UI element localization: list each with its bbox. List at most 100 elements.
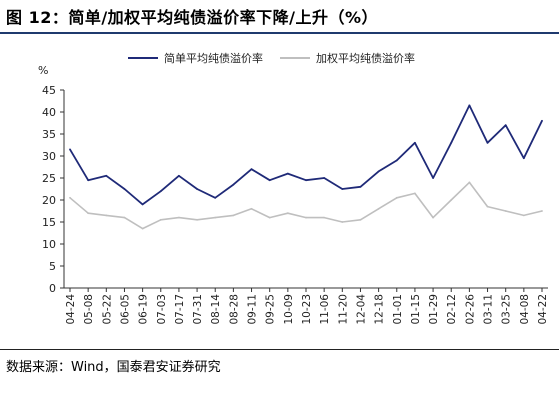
data-point [323,216,326,219]
data-point [178,216,180,219]
data-point [123,216,126,219]
x-tick-label: 10-09 [283,294,295,325]
data-point [268,216,271,219]
x-tick-label: 12-04 [355,294,367,325]
data-point [178,174,180,177]
data-point [541,119,543,122]
data-point [196,188,198,190]
x-tick-label: 01-15 [410,294,422,325]
data-point [541,210,543,212]
y-tick-label: 25 [42,172,56,185]
x-tick-label: 08-28 [228,294,240,325]
data-point [450,141,453,144]
y-axis: 0 5 10 15 20 25 30 35 40 45 [42,84,65,295]
data-point [232,183,235,186]
data-point [504,210,507,212]
data-point [105,174,108,177]
data-point [522,157,525,160]
x-tick-label: 01-01 [392,294,404,325]
data-point [305,179,307,182]
data-point [196,218,198,221]
data-point [123,188,126,190]
data-point [232,214,235,217]
x-tick-label: 02-26 [464,294,476,325]
data-point [105,214,108,217]
x-tick-label: 02-12 [446,294,458,325]
data-point [268,179,271,182]
data-point [214,216,217,219]
title-divider [0,32,559,34]
data-point [159,218,162,221]
y-tick-label: 30 [42,150,56,163]
data-point [377,170,380,173]
data-point [341,221,344,223]
data-point [468,181,471,184]
x-tick-label: 01-29 [428,294,440,325]
data-point [377,207,380,210]
x-tick-label: 03-25 [501,294,513,325]
x-tick-label: 06-05 [119,294,131,325]
data-point [395,159,398,162]
x-tick-label: 11-06 [319,294,331,325]
legend-label: 加权平均纯债溢价率 [316,51,415,65]
data-point [323,177,326,179]
y-tick-label: 40 [42,106,56,119]
data-point [432,177,434,179]
data-point [214,196,217,199]
data-point [486,205,489,208]
x-axis: 04-24 05-08 05-22 06-05 06-19 07-03 07-17 07-31… [64,287,549,325]
footer-divider [0,349,559,350]
data-point [69,148,71,151]
x-tick-label: 03-11 [483,294,495,325]
figure-title: 图 12：简单/加权平均纯债溢价率下降/上升（%） [6,8,379,27]
data-point [250,207,253,210]
data-point [141,203,144,206]
data-point [450,199,453,201]
x-tick-label: 11-20 [337,294,349,325]
data-point [432,216,434,219]
legend-label: 简单平均纯债溢价率 [164,51,263,65]
data-point [395,196,398,199]
source-note: 数据来源：Wind，国泰君安证券研究 [6,360,221,375]
x-tick-label: 05-22 [101,294,113,325]
y-tick-label: 45 [42,84,56,97]
data-point [159,190,162,193]
line-chart: 简单平均纯债溢价率 加权平均纯债溢价率 % 051015202530354045 … [38,51,549,325]
y-tick-label: 20 [42,194,56,207]
data-point [468,104,471,107]
x-tick-label: 04-08 [519,294,531,325]
x-tick-label: 09-11 [247,294,259,325]
data-point [486,141,489,144]
data-point [87,212,90,215]
y-axis-unit-label: % [38,64,48,77]
y-tick-label: 15 [42,216,56,229]
data-point [341,188,344,190]
series-line [69,181,543,230]
x-tick-label: 07-03 [156,294,168,325]
data-point [87,179,90,182]
data-point [359,185,362,188]
data-point [250,168,253,171]
data-point [359,218,362,221]
y-tick-label: 35 [42,128,56,141]
chart-legend: 简单平均纯债溢价率 加权平均纯债溢价率 [128,51,415,65]
x-tick-label: 10-23 [301,294,313,325]
x-tick-label: 05-08 [83,294,95,325]
data-point [504,124,507,127]
data-point [522,214,525,217]
x-tick-label: 08-14 [210,294,222,325]
data-point [414,141,416,144]
series-layer [69,104,543,230]
data-point [414,192,416,195]
y-tick-label: 10 [42,238,56,251]
x-tick-label: 06-19 [138,294,150,325]
y-tick-label: 0 [49,282,56,295]
data-point [286,212,289,215]
data-point [141,227,144,230]
data-point [305,216,307,219]
x-tick-label: 07-31 [192,294,204,325]
x-tick-label: 07-17 [174,294,186,325]
x-tick-label: 12-18 [374,294,386,325]
series-line [69,104,543,206]
x-tick-label: 09-25 [265,294,277,325]
